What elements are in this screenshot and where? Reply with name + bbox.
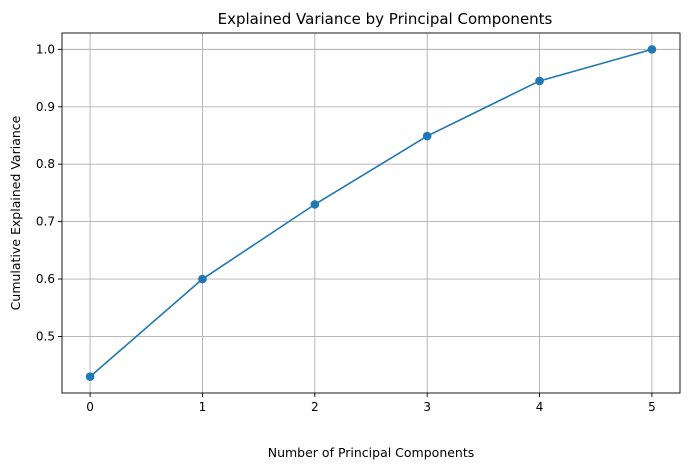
y-axis-label: Cumulative Explained Variance bbox=[8, 115, 23, 310]
series-layer bbox=[85, 45, 657, 381]
chart-title: Explained Variance by Principal Componen… bbox=[218, 10, 553, 28]
x-tick-label-0: 0 bbox=[86, 400, 94, 414]
x-tick-label-3: 3 bbox=[423, 400, 431, 414]
y-tick-label-1: 0.6 bbox=[36, 272, 55, 286]
x-tick-label-2: 2 bbox=[311, 400, 319, 414]
data-point-3 bbox=[422, 131, 432, 141]
x-axis-label: Number of Principal Components bbox=[268, 445, 475, 460]
data-point-4 bbox=[535, 76, 544, 86]
y-tick-label-3: 0.8 bbox=[36, 157, 55, 171]
data-point-0 bbox=[85, 372, 95, 381]
data-point-5 bbox=[647, 45, 657, 54]
y-tick-label-5: 1.0 bbox=[36, 42, 55, 56]
y-tick-label-4: 0.9 bbox=[36, 100, 55, 114]
y-tick-label-0: 0.5 bbox=[36, 329, 55, 343]
ticks-layer: 0 1 2 3 4 5 0.5 0.6 0.7 0.8 0.9 1.0 bbox=[36, 42, 656, 414]
x-tick-label-1: 1 bbox=[199, 400, 207, 414]
plot-area-frame bbox=[61, 32, 681, 394]
series-line-0 bbox=[89, 48, 653, 378]
y-tick-label-2: 0.7 bbox=[36, 215, 55, 229]
data-point-1 bbox=[198, 274, 207, 284]
x-tick-label-5: 5 bbox=[648, 400, 656, 414]
data-point-2 bbox=[310, 200, 320, 209]
grid-layer bbox=[62, 33, 680, 393]
x-tick-label-4: 4 bbox=[536, 400, 544, 414]
